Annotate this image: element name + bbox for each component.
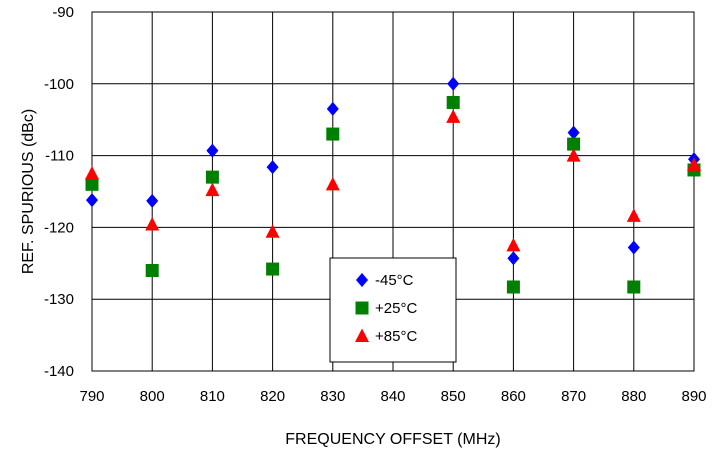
data-point <box>145 263 159 277</box>
data-point <box>687 157 701 171</box>
plot-area-frame <box>91 11 695 372</box>
legend-item: +85°C <box>355 328 417 345</box>
data-point <box>446 109 461 123</box>
x-tick-label: 870 <box>561 388 586 405</box>
legend-label: +25°C <box>375 300 417 317</box>
legend-item: -45°C <box>356 272 414 289</box>
data-point <box>266 262 280 276</box>
data-point <box>506 280 520 294</box>
data-point <box>447 76 460 91</box>
series-2 <box>85 109 701 252</box>
x-tick-label: 880 <box>621 388 646 405</box>
x-axis-title: FREQUENCY OFFSET (MHz) <box>285 431 500 448</box>
data-point <box>206 143 219 158</box>
legend-marker <box>355 328 369 342</box>
x-tick-label: 800 <box>140 388 165 405</box>
data-point <box>566 148 581 162</box>
legend-marker <box>355 301 369 315</box>
legend-label: +85°C <box>375 328 417 345</box>
y-tick-labels: -90 -100 -110 -120 -130 -140 <box>44 4 74 380</box>
data-point <box>145 217 160 231</box>
x-tick-label: 840 <box>380 388 405 405</box>
legend-marker <box>356 273 368 287</box>
data-point <box>85 166 99 180</box>
x-tick-label: 810 <box>200 388 225 405</box>
x-tick-label: 860 <box>501 388 526 405</box>
y-tick-label: -110 <box>45 148 74 165</box>
data-points <box>85 76 701 294</box>
data-point <box>507 251 520 266</box>
legend-item: +25°C <box>355 300 417 317</box>
data-point <box>627 240 640 255</box>
x-tick-labels: 790 800 810 820 830 840 850 860 870 880 890 <box>79 388 706 405</box>
legend-label: -45°C <box>375 272 414 289</box>
data-point <box>325 176 340 191</box>
y-tick-label: -120 <box>44 219 74 236</box>
data-point <box>626 208 641 222</box>
data-point <box>205 170 219 184</box>
data-point <box>266 160 279 175</box>
data-point <box>265 224 280 238</box>
data-point <box>146 193 159 208</box>
data-point <box>506 237 521 252</box>
data-point <box>85 177 99 191</box>
x-tick-label: 790 <box>79 388 104 405</box>
series-0 <box>86 76 700 266</box>
y-tick-label: -100 <box>44 76 74 93</box>
y-tick-label: -140 <box>44 363 74 380</box>
legend-box <box>329 257 457 363</box>
y-axis-title: REF. SPURIOUS (dBc) <box>20 109 37 274</box>
y-tick-label: -130 <box>44 291 74 308</box>
data-point <box>86 193 98 208</box>
data-point <box>627 280 641 294</box>
y-tick-label: -90 <box>52 4 74 21</box>
data-point <box>446 95 460 109</box>
x-tick-label: 830 <box>320 388 345 405</box>
legend: -45°C +25°C +85°C <box>329 257 457 363</box>
x-tick-label: 820 <box>260 388 285 405</box>
data-point <box>326 101 339 116</box>
data-point <box>567 125 580 140</box>
x-tick-label: 890 <box>681 388 706 405</box>
data-point <box>326 127 340 141</box>
x-tick-label: 850 <box>441 388 466 405</box>
data-point <box>567 137 581 151</box>
data-point <box>205 182 220 197</box>
